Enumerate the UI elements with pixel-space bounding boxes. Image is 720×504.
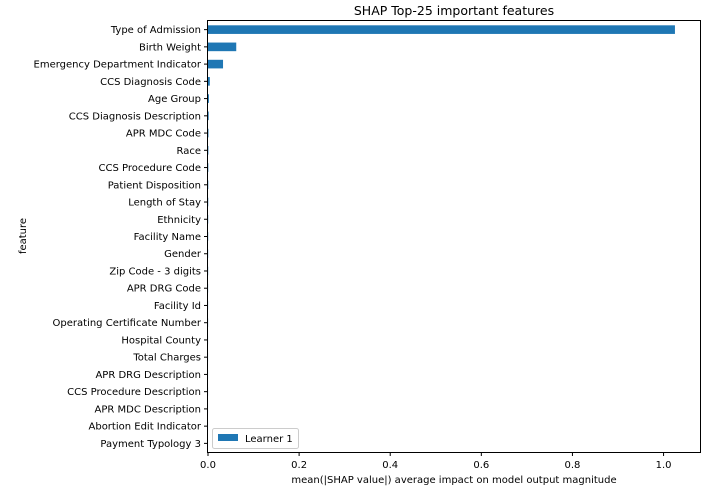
- y-tick-label: Ethnicity: [157, 215, 201, 226]
- legend-box: [212, 428, 299, 449]
- y-axis-label: feature: [18, 218, 29, 254]
- bar-ccs-diagnosis-code: [208, 77, 210, 86]
- x-tick-labels: 0.0 0.2 0.4 0.6 0.8 1.0: [200, 452, 672, 471]
- legend: Learner 1: [212, 428, 299, 449]
- y-tick-label: Gender: [164, 249, 202, 260]
- bar-age-group: [208, 94, 209, 103]
- y-tick-label: Payment Typology 3: [100, 439, 201, 450]
- x-tick-label: 0.0: [200, 460, 216, 471]
- y-tick-label: Patient Disposition: [108, 180, 201, 191]
- y-tick-labels: Type of Admission Birth Weight Emergency D…: [34, 25, 208, 450]
- y-tick-label: Facility Name: [134, 232, 201, 243]
- x-tick-label: 0.8: [564, 460, 580, 471]
- y-tick-label: Operating Certificate Number: [53, 318, 202, 329]
- y-tick-label: CCS Procedure Code: [98, 163, 201, 174]
- y-tick-label: CCS Procedure Description: [67, 387, 201, 398]
- chart-title: SHAP Top-25 important features: [354, 3, 554, 18]
- bar-emergency-department-indicator: [208, 59, 224, 69]
- x-tick-label: 1.0: [656, 460, 672, 471]
- bars-layer: [208, 25, 675, 448]
- legend-swatch: [218, 434, 238, 441]
- y-tick-label: Zip Code - 3 digits: [109, 266, 201, 277]
- y-tick-label: Facility Id: [154, 301, 201, 312]
- y-tick-label: Age Group: [148, 94, 201, 105]
- y-tick-label: APR MDC Description: [95, 404, 201, 415]
- y-tick-label: Race: [176, 146, 201, 157]
- x-tick-label: 0.2: [291, 460, 307, 471]
- y-tick-label: Birth Weight: [139, 42, 201, 53]
- y-tick-label: Length of Stay: [128, 198, 201, 209]
- legend-label-learner-1: Learner 1: [245, 434, 293, 445]
- y-tick-label: APR DRG Code: [127, 284, 201, 295]
- bar-ccs-diagnosis-description: [208, 111, 209, 121]
- y-tick-label: Hospital County: [121, 335, 201, 346]
- x-axis-label: mean(|SHAP value|) average impact on mod…: [291, 475, 616, 486]
- y-tick-label: CCS Diagnosis Code: [100, 77, 201, 88]
- y-tick-label: APR DRG Description: [95, 370, 201, 381]
- x-tick-label: 0.4: [382, 460, 398, 471]
- bar-birth-weight: [208, 42, 237, 52]
- y-tick-label: APR MDC Code: [126, 129, 201, 140]
- y-tick-label: Emergency Department Indicator: [34, 60, 202, 71]
- y-tick-label: Type of Admission: [110, 25, 201, 36]
- plot-frame: [207, 20, 701, 453]
- bar-type-of-admission: [208, 25, 675, 34]
- y-tick-label: Abortion Edit Indicator: [89, 422, 202, 433]
- y-tick-label: Total Charges: [132, 353, 201, 364]
- x-tick-label: 0.6: [473, 460, 489, 471]
- y-tick-label: CCS Diagnosis Description: [69, 111, 201, 122]
